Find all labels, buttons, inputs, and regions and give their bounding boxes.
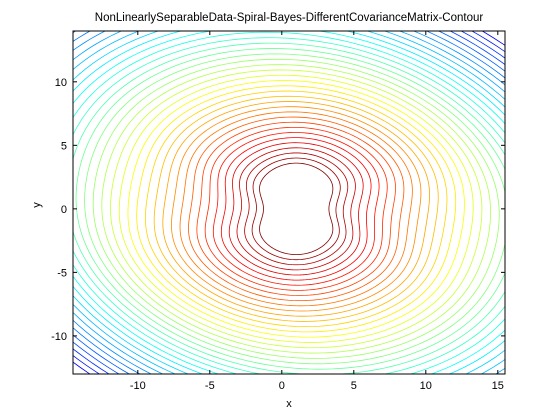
y-tick-label: 10 xyxy=(55,77,67,89)
contour-line xyxy=(92,58,500,359)
axis-ticks xyxy=(73,31,505,374)
y-tick-label: -5 xyxy=(57,267,67,279)
contour-line xyxy=(244,152,349,266)
x-tick-label: 5 xyxy=(351,380,357,392)
contour-line xyxy=(110,69,483,349)
contour-line xyxy=(75,48,505,370)
contour-line xyxy=(127,80,465,338)
x-tick-label: 10 xyxy=(420,380,432,392)
contour-line xyxy=(73,31,505,374)
y-tick-label: 5 xyxy=(61,140,67,152)
contour-line xyxy=(251,157,341,261)
contour-line xyxy=(171,106,422,312)
plot-area xyxy=(73,31,505,374)
chart-title: NonLinearlySeparableData-Spiral-Bayes-Di… xyxy=(95,12,484,24)
contour-line xyxy=(236,147,356,271)
contour-line xyxy=(73,42,505,374)
contour-line xyxy=(212,132,380,286)
contour-line xyxy=(101,64,491,354)
plot-frame xyxy=(72,30,506,375)
contour-line xyxy=(162,101,430,317)
contour-line xyxy=(73,31,505,374)
contour-line xyxy=(73,31,505,374)
x-tick-labels: -10 -5 0 5 10 15 xyxy=(130,380,504,392)
contour-line xyxy=(259,162,334,255)
contour-line xyxy=(228,142,364,276)
contour-line xyxy=(196,121,396,296)
y-tick-label: -10 xyxy=(51,331,67,343)
contour-line xyxy=(145,90,448,328)
x-tick-label: 0 xyxy=(279,380,285,392)
contour-line xyxy=(73,31,505,374)
x-tick-label: -10 xyxy=(130,380,146,392)
y-tick-label: 0 xyxy=(61,204,67,216)
x-tick-label: -5 xyxy=(205,380,215,392)
contour-line xyxy=(179,111,413,307)
contour-line xyxy=(73,31,505,374)
x-axis-label: x xyxy=(286,398,292,410)
contour-line xyxy=(220,137,372,281)
contour-line xyxy=(84,53,505,365)
contour-line xyxy=(136,85,457,333)
contour-line xyxy=(118,74,474,343)
contour-line xyxy=(73,37,505,374)
contour-line xyxy=(188,116,405,302)
contour-line xyxy=(73,31,505,374)
y-axis-label: y xyxy=(31,202,43,208)
contour-line xyxy=(73,31,505,374)
contour-line xyxy=(153,95,439,322)
y-tick-labels: -10 -5 0 5 10 xyxy=(51,77,67,343)
x-tick-label: 15 xyxy=(492,380,504,392)
contour-line xyxy=(204,126,388,291)
